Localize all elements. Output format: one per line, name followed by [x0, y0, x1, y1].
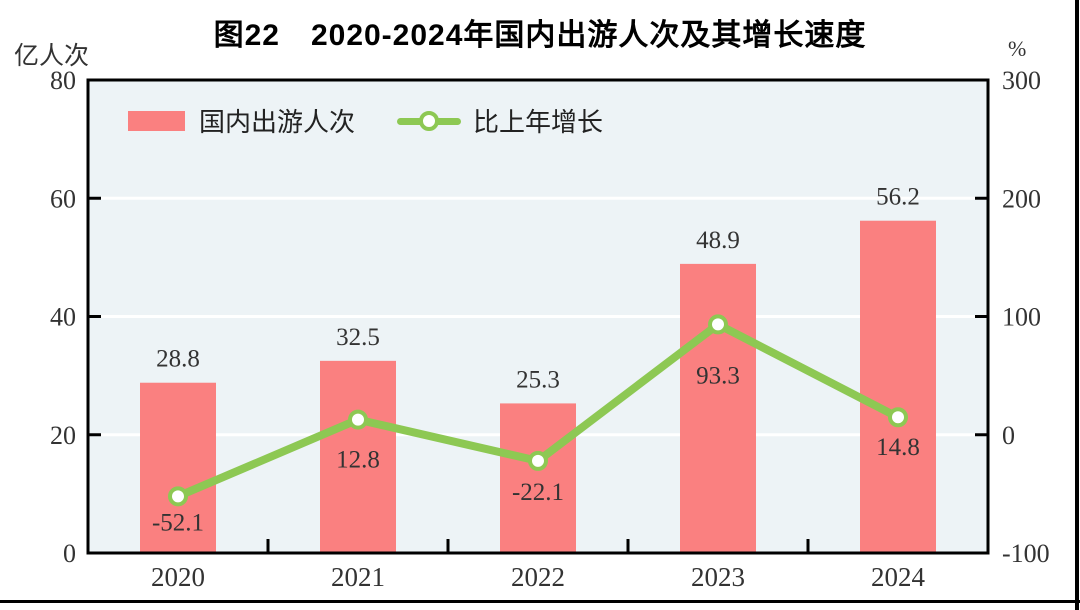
- x-axis-label-2020: 2020: [151, 562, 205, 592]
- growth-value-label: 12.8: [336, 447, 380, 474]
- x-axis-label-2023: 2023: [691, 562, 745, 592]
- right-axis-unit-label: %: [1008, 36, 1027, 61]
- legend-line-marker-icon: [419, 110, 440, 131]
- bar-value-label: 56.2: [876, 184, 920, 211]
- growth-value-label: 14.8: [876, 434, 920, 461]
- bar-2021: [320, 360, 396, 553]
- growth-line-marker: [528, 450, 548, 471]
- page-bottom-rule: [0, 600, 1080, 603]
- legend-bar-label: 国内出游人次: [199, 108, 356, 137]
- right-axis-tick-label: 300: [1002, 66, 1041, 95]
- growth-value-label: 93.3: [696, 362, 740, 389]
- left-axis-tick-label: 40: [50, 303, 76, 332]
- x-axis-label-2021: 2021: [331, 562, 385, 592]
- bar-value-label: 48.9: [696, 227, 740, 254]
- growth-value-label: -52.1: [152, 509, 204, 536]
- left-axis-tick-label: 20: [50, 421, 76, 450]
- bar-2023: [680, 263, 756, 553]
- legend-line-label: 比上年增长: [473, 108, 604, 137]
- growth-value-label: -22.1: [512, 479, 564, 506]
- left-axis-tick-label: 80: [50, 66, 76, 95]
- bar-value-label: 32.5: [336, 324, 380, 351]
- growth-line-marker: [168, 486, 188, 507]
- right-axis-tick-label: 0: [1002, 421, 1015, 450]
- right-axis-tick-label: -100: [1002, 539, 1050, 568]
- legend-line-swatch: [397, 109, 462, 133]
- chart-title: 图22 2020-2024年国内出游人次及其增长速度: [213, 19, 867, 52]
- growth-line-marker: [348, 409, 368, 430]
- left-axis-tick-label: 60: [50, 184, 76, 213]
- bar-2022: [500, 403, 576, 553]
- bar-value-label: 25.3: [516, 366, 560, 393]
- page-right-rule: [1075, 0, 1079, 610]
- right-axis-tick-label: 100: [1002, 303, 1041, 332]
- right-axis-tick-label: 200: [1002, 184, 1041, 213]
- growth-line-marker: [708, 314, 728, 335]
- x-axis-label-2024: 2024: [871, 562, 926, 592]
- x-axis-label-2022: 2022: [511, 562, 565, 592]
- legend-bar-swatch: [128, 110, 185, 131]
- bar-value-label: 28.8: [156, 346, 200, 373]
- bar-2024: [860, 220, 936, 553]
- growth-line-marker: [888, 407, 908, 428]
- left-axis-tick-label: 0: [63, 539, 76, 568]
- left-axis-unit-label: 亿人次: [14, 43, 90, 70]
- bar-2020: [140, 382, 216, 553]
- legend: 国内出游人次 比上年增长: [128, 102, 603, 139]
